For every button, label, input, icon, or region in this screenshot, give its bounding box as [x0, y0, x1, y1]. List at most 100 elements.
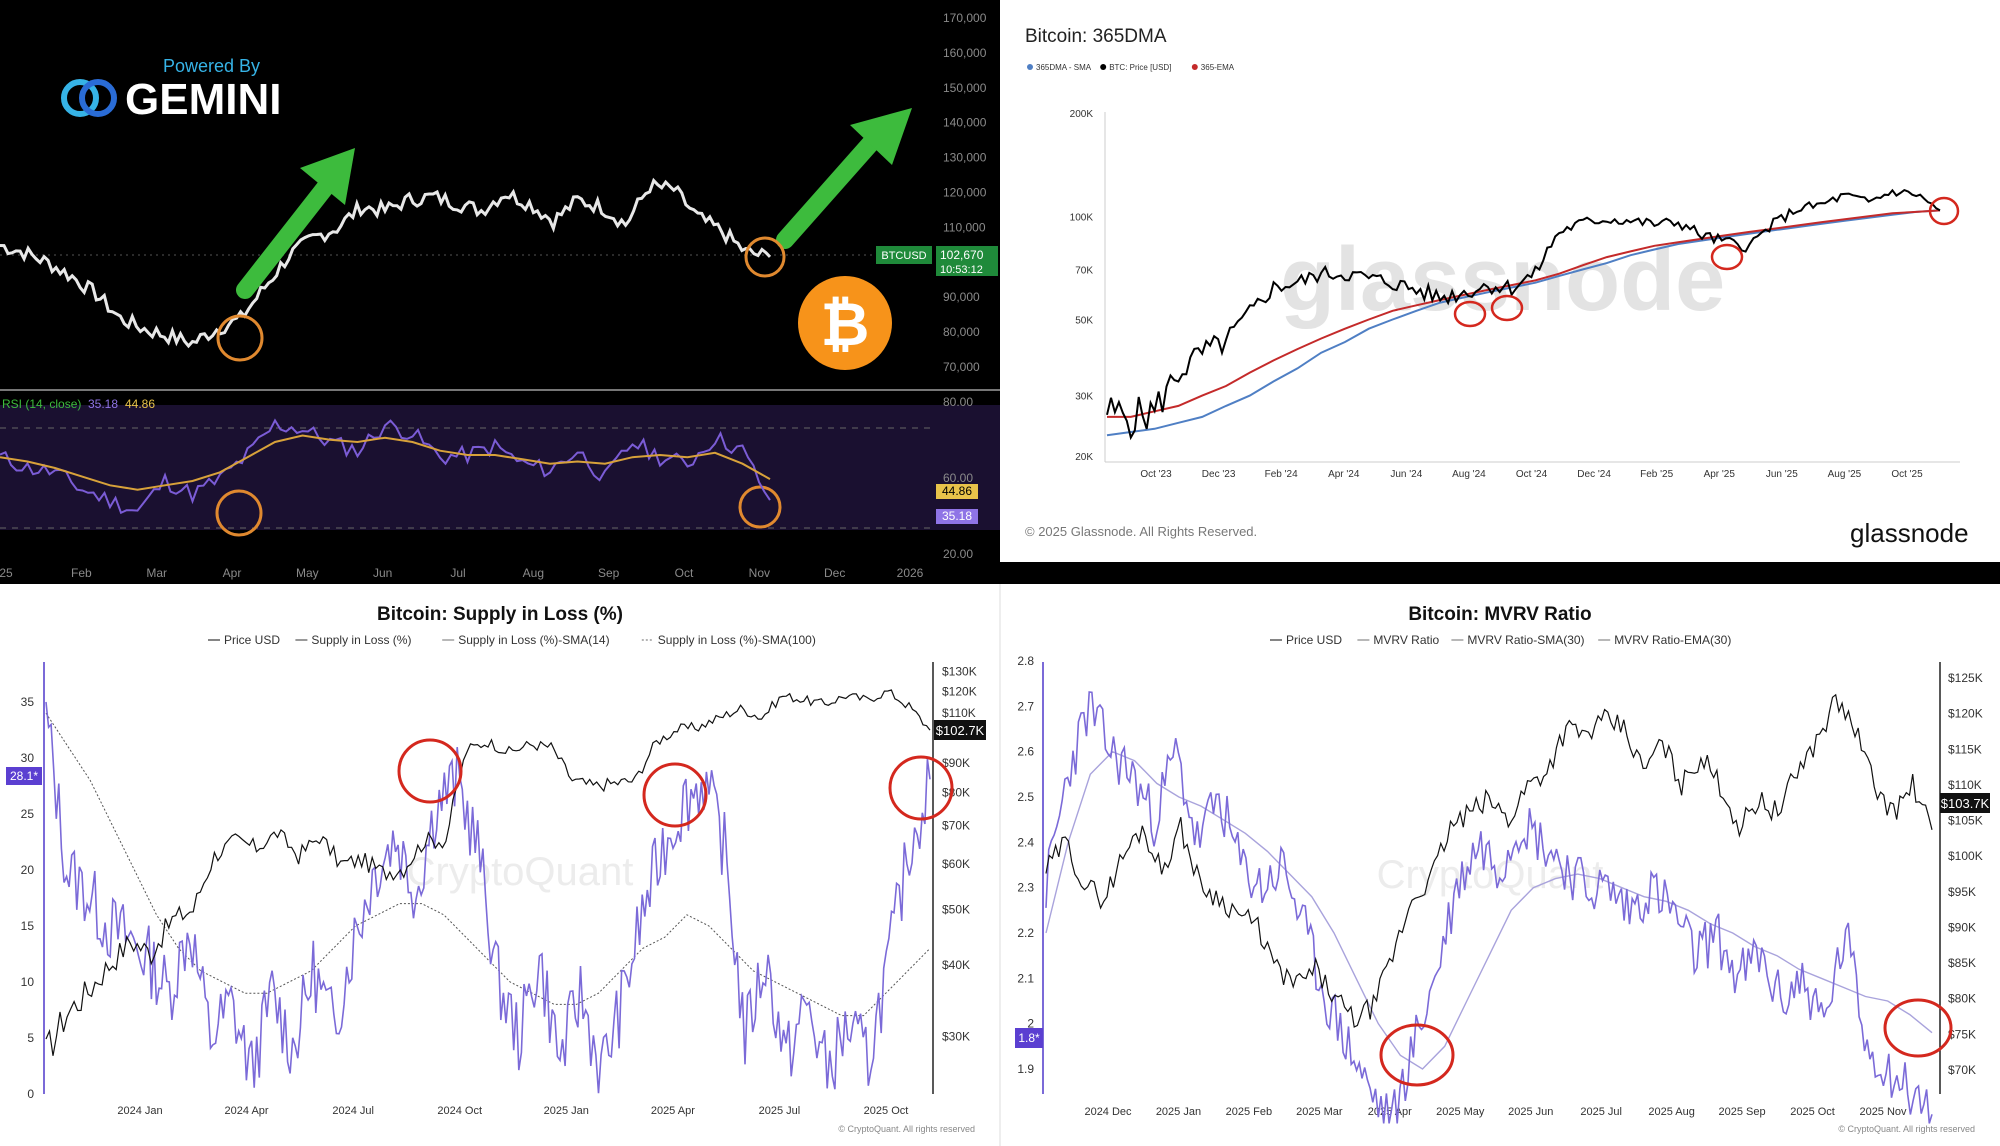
glassnode-copyright: © 2025 Glassnode. All Rights Reserved.: [1025, 524, 1257, 539]
mvrv-x-tick-label: 2025 Jul: [1580, 1106, 1622, 1118]
gemini-time-tick-label: Aug: [523, 566, 544, 580]
legend-entry: BTC: Price [USD]: [1109, 63, 1171, 72]
legend-entry: Price USD: [224, 633, 280, 647]
supply-loss-circle-mar25: [642, 762, 708, 828]
glassnode-y-tick-label: 70K: [1075, 265, 1093, 276]
supply-loss-right-tick-label: $70K: [942, 819, 970, 833]
glassnode-x-tick-label: Jun '25: [1766, 469, 1798, 480]
mvrv-left-tick-label: 2.4: [1017, 835, 1034, 849]
glassnode-panel: Bitcoin: 365DMA 365DMA - SMA BTC: Price […: [1000, 0, 2000, 584]
supply-loss-left-tick-label: 10: [21, 975, 35, 989]
supply-loss-legend: Price USD Supply in Loss (%) Supply in Los…: [208, 633, 816, 647]
gemini-price-tick-label: 150,000: [943, 81, 987, 95]
glassnode-x-tick-label: Oct '25: [1891, 469, 1923, 480]
glassnode-y-tick-label: 20K: [1075, 452, 1093, 463]
mvrv-x-tick-label: 2025 Jun: [1508, 1106, 1553, 1118]
glassnode-x-tick-label: Aug '24: [1452, 469, 1486, 480]
mvrv-right-tag-value: $103.7K: [1941, 796, 1990, 811]
mvrv-right-tick-label: $70K: [1948, 1063, 1976, 1077]
supply-loss-right-tick-label: $80K: [942, 785, 970, 799]
glassnode-x-tick-label: Apr '24: [1328, 469, 1360, 480]
glassnode-logo: glassnode: [1850, 518, 1969, 548]
mvrv-right-tick-label: $105K: [1948, 814, 1983, 828]
legend-entry: 365DMA - SMA: [1036, 63, 1092, 72]
mvrv-ratio-series: [1045, 691, 1933, 1124]
mvrv-legend: Price USD MVRV Ratio MVRV Ratio-SMA(30) MVR…: [1270, 633, 1731, 647]
mvrv-x-tick-label: 2025 Nov: [1859, 1106, 1907, 1118]
glassnode-y-axis: 200K 100K 70K 50K 30K 20K: [1070, 109, 1094, 463]
supply-loss-title: Bitcoin: Supply in Loss (%): [377, 604, 623, 625]
mvrv-right-tick-label: $75K: [1948, 1027, 1976, 1041]
rsi-axis: 80.00 60.00 20.00: [943, 395, 973, 561]
mvrv-left-tick-label: 1.9: [1017, 1062, 1034, 1076]
rsi-band: [0, 405, 1000, 530]
glassnode-365dma-series: [1106, 209, 1941, 437]
mvrv-x-tick-label: 2025 Oct: [1790, 1106, 1835, 1118]
glassnode-circle-apr25: [1710, 243, 1744, 271]
gemini-time-axis: 25 Feb Mar Apr May Jun Jul Aug Sep Oct Nov Dec 2026: [0, 566, 924, 580]
legend-entry: MVRV Ratio-SMA(30): [1467, 633, 1584, 647]
glassnode-x-tick-label: Dec '23: [1202, 469, 1236, 480]
legend-entry: Supply in Loss (%): [311, 633, 411, 647]
glassnode-x-tick-label: Oct '23: [1140, 469, 1172, 480]
svg-text:₿: ₿: [821, 291, 870, 358]
rsi-tag-value: 35.18: [942, 509, 972, 523]
mvrv-x-tick-label: 2025 May: [1436, 1106, 1485, 1118]
supply-loss-watermark: CryptoQuant: [407, 850, 634, 894]
legend-entry: Price USD: [1286, 633, 1342, 647]
mvrv-right-tick-label: $125K: [1948, 671, 1983, 685]
glassnode-x-tick-label: Oct '24: [1516, 469, 1548, 480]
glassnode-legend: 365DMA - SMA BTC: Price [USD] 365-EMA: [1027, 63, 1235, 72]
supply-loss-panel: Bitcoin: Supply in Loss (%) Price USD Sup…: [0, 584, 1000, 1146]
mvrv-right-tick-label: $80K: [1948, 992, 1976, 1006]
gemini-price-tick-label: 130,000: [943, 151, 987, 165]
mvrv-circle-apr25: [1379, 1023, 1455, 1087]
rsi-ma-series: [0, 434, 771, 491]
mvrv-left-tick-label: 2.7: [1017, 699, 1034, 713]
rsi-ma-tag: [936, 484, 978, 499]
mvrv-right-tick-label: $115K: [1948, 742, 1982, 756]
gemini-price-tick-label: 160,000: [943, 46, 987, 60]
supply-loss-footer: © CryptoQuant. All rights reserved: [838, 1124, 975, 1134]
mvrv-left-tick-label: 2.2: [1017, 926, 1034, 940]
supply-loss-background: [0, 584, 1000, 1146]
mvrv-x-tick-label: 2025 Jan: [1156, 1106, 1201, 1118]
rsi-ma-tag-value: 44.86: [942, 484, 972, 498]
supply-loss-left-tick-label: 25: [21, 807, 35, 821]
supply-loss-left-tick-label: 35: [21, 695, 35, 709]
supply-loss-x-tick-label: 2024 Jul: [332, 1105, 374, 1117]
legend-entry: Supply in Loss (%)-SMA(14): [458, 633, 609, 647]
rsi-label: RSI (14, close): [2, 397, 81, 411]
supply-loss-right-tick-label: $40K: [942, 958, 970, 972]
glassnode-price-series: [1106, 188, 1941, 441]
gemini-panel: Powered By GEMINI 170,000 160,000 150,000 1…: [0, 0, 1000, 584]
gemini-price-tick-label: 110,000: [943, 220, 986, 234]
rsi-low-circle-nov: [738, 485, 782, 529]
mvrv-circle-nov25: [1883, 998, 1953, 1058]
glassnode-y-tick-label: 30K: [1075, 392, 1093, 403]
rsi-series: [0, 418, 771, 515]
bitcoin-coin-icon: ₿: [798, 276, 892, 370]
mvrv-left-tick-label: 2.8: [1017, 654, 1034, 668]
mvrv-left-tick-label: 2.5: [1017, 790, 1034, 804]
glassnode-x-axis: Oct '23 Dec '23 Feb '24 Apr '24 Jun '24 Aug '…: [1140, 469, 1923, 480]
mvrv-left-tick-label: 2: [1027, 1017, 1034, 1031]
supply-loss-right-tick-label: $120K: [942, 684, 977, 698]
supply-loss-right-tick-label: $110K: [942, 706, 976, 720]
glassnode-x-tick-label: Dec '24: [1577, 469, 1611, 480]
supply-loss-left-tag-value: 28.1*: [10, 769, 38, 783]
legend-entry: MVRV Ratio: [1373, 633, 1439, 647]
gemini-logo-ring-icon: [79, 79, 117, 117]
rsi-low-circle-apr: [215, 489, 263, 537]
legend-entry: Supply in Loss (%)-SMA(100): [658, 633, 816, 647]
mvrv-x-tick-label: 2025 Aug: [1648, 1106, 1695, 1118]
btcusd-price-tag: BTCUSD 102,670 10:53:12: [876, 246, 998, 276]
supply-loss-series: [45, 701, 931, 1094]
gemini-low-circle-nov: [744, 236, 786, 278]
supply-loss-left-axis: 35 30 25 20 15 10 5 0: [21, 695, 35, 1101]
legend-entry: MVRV Ratio-EMA(30): [1614, 633, 1731, 647]
gemini-low-circle-apr: [216, 314, 264, 362]
price-tag-value: 102,670: [940, 248, 984, 262]
legend-marker-icon: [1027, 64, 1033, 70]
